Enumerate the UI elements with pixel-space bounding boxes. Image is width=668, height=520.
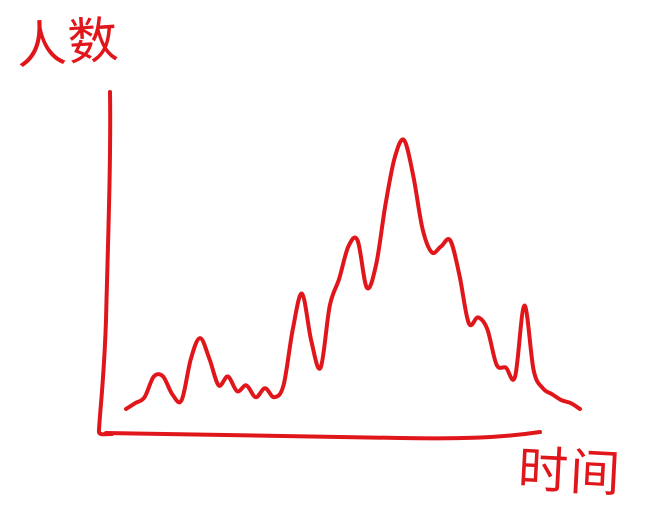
data-point [375,263,378,266]
data-point [254,396,257,399]
data-point [504,366,507,369]
data-point [162,375,165,378]
data-point [338,278,341,281]
data-point [440,245,443,248]
data-point [523,304,526,307]
data-point [245,384,248,387]
data-point [180,399,183,402]
data-point [171,393,174,396]
data-point [143,396,146,399]
series-line [124,137,582,411]
data-point [514,375,517,378]
data-point [421,227,424,230]
data-point [356,239,359,242]
data-point [328,304,331,307]
data-point [282,384,285,387]
data-point [486,328,489,331]
data-point [310,340,313,343]
data-point [226,375,229,378]
y-axis-line [96,90,114,437]
data-point [134,402,137,405]
data-point [301,292,304,295]
data-point [152,375,155,378]
data-point [560,399,563,402]
data-point [495,363,498,366]
data-point [532,369,535,372]
data-point [449,239,452,242]
data-point [412,174,415,177]
data-point [384,204,387,207]
x-axis-label: 时间 [516,440,624,504]
data-point [199,337,202,340]
y-axis-label: 人数 [14,10,122,76]
data-point [393,156,396,159]
data-point [477,316,480,319]
data-point [458,275,461,278]
data-point [125,408,128,411]
data-point [291,328,294,331]
data-point [551,393,554,396]
data-point [208,357,211,360]
data-point [217,384,220,387]
data-point [347,245,350,248]
x-axis-line [104,430,542,441]
data-point [365,286,368,289]
data-point [403,139,406,142]
data-point [430,251,433,254]
data-point [189,357,192,360]
series-marks [124,137,582,411]
data-point [236,390,239,393]
data-point [541,387,544,390]
data-point [273,396,276,399]
data-point [467,322,470,325]
axes [96,90,542,441]
data-point [264,387,267,390]
data-point [579,408,582,411]
data-point [319,366,322,369]
data-point [569,402,572,405]
